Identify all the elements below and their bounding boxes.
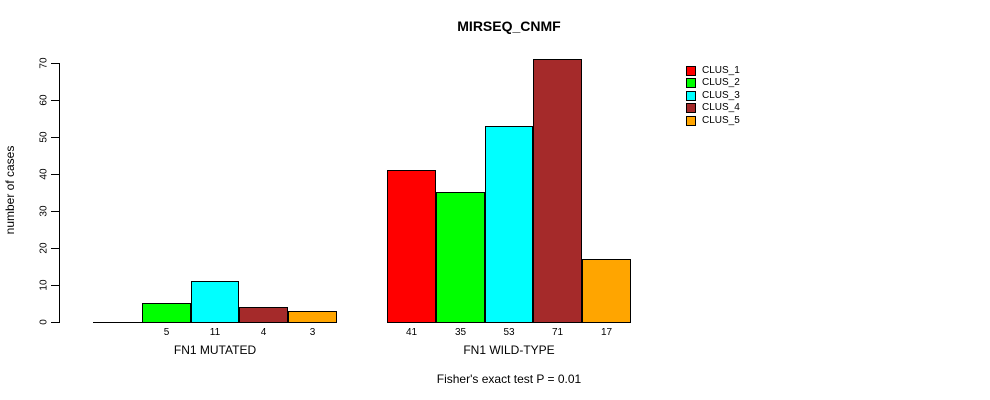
legend-label-clus_3: CLUS_3 (702, 90, 740, 101)
bar-value-label: 5 (163, 327, 170, 338)
x-group-label: FN1 WILD-TYPE (463, 343, 555, 357)
legend-swatch-clus_2 (686, 78, 696, 88)
legend-label-clus_2: CLUS_2 (702, 77, 740, 88)
caption: Fisher's exact test P = 0.01 (436, 372, 582, 386)
y-axis-tick (51, 211, 59, 212)
y-axis-tick-label: 70 (38, 57, 50, 69)
y-axis-tick-label: 0 (38, 319, 50, 325)
bar-value-label: 53 (503, 327, 515, 338)
y-axis-tick-label: 10 (38, 279, 50, 291)
y-axis-label: number of cases (3, 145, 17, 235)
legend-label-clus_5: CLUS_5 (702, 115, 740, 126)
y-axis-tick (51, 174, 59, 175)
y-axis (59, 63, 60, 323)
legend-swatch-clus_3 (686, 91, 696, 101)
legend-label-clus_1: CLUS_1 (702, 65, 740, 76)
bar-value-label: 17 (600, 327, 613, 338)
bar-clus_3-mutated (191, 281, 239, 323)
y-axis-tick (51, 322, 59, 323)
y-axis-tick (51, 285, 59, 286)
y-axis-tick (51, 100, 59, 101)
bar-clus_2-wildtype (436, 192, 485, 323)
bar-clus_1-zero (93, 322, 142, 323)
bar-value-label: 11 (209, 327, 221, 338)
legend-swatch-clus_4 (686, 103, 696, 113)
y-axis-tick-label: 50 (38, 131, 50, 143)
bar-clus_4-wildtype (533, 59, 582, 323)
bar-value-label: 3 (309, 327, 316, 338)
bar-value-label: 71 (551, 327, 564, 338)
bar-clus_5-wildtype (582, 259, 631, 323)
legend-swatch-clus_5 (686, 116, 696, 126)
chart-title: MIRSEQ_CNMF (457, 18, 561, 34)
bar-clus_4-mutated (239, 307, 288, 323)
y-axis-tick-label: 40 (38, 168, 50, 180)
y-axis-tick-label: 60 (38, 94, 50, 106)
legend-label-clus_4: CLUS_4 (702, 102, 740, 113)
y-axis-tick (51, 137, 59, 138)
legend-swatch-clus_1 (686, 66, 696, 76)
y-axis-tick-label: 20 (38, 242, 50, 254)
bar-value-label: 35 (454, 327, 467, 338)
x-group-label: FN1 MUTATED (173, 343, 257, 357)
y-axis-tick (51, 63, 59, 64)
bar-clus_1-wildtype (387, 170, 436, 323)
bar-clus_3-wildtype (485, 126, 533, 323)
y-axis-tick-label: 30 (38, 205, 50, 217)
bar-value-label: 41 (405, 327, 418, 338)
bar-clus_5-mutated (288, 311, 337, 323)
bar-value-label: 4 (260, 327, 267, 338)
bar-clus_2-mutated (142, 303, 191, 323)
y-axis-tick (51, 248, 59, 249)
